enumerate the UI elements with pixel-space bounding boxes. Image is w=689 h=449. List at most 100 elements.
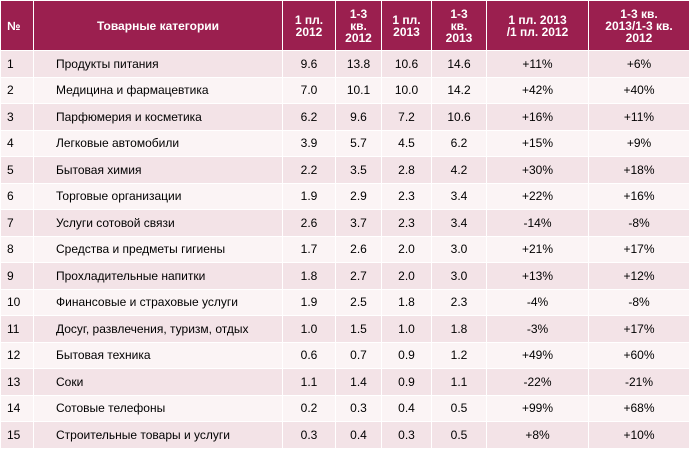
change-h1: +30% bbox=[487, 157, 589, 184]
value-q13-2013: 14.6 bbox=[432, 51, 487, 78]
change-q13: -21% bbox=[589, 369, 689, 396]
value-h1-2013: 0.3 bbox=[382, 422, 432, 449]
change-h1: -14% bbox=[487, 210, 589, 237]
value-h1-2013: 2.3 bbox=[382, 210, 432, 237]
table-row: 13 Соки 1.1 1.4 0.9 1.1 -22% -21% bbox=[1, 369, 689, 396]
change-h1: +21% bbox=[487, 236, 589, 263]
category-name: Медицина и фармацевтика bbox=[34, 77, 283, 104]
header-h1-2013-label: 1 пл. 2013 bbox=[392, 13, 420, 39]
value-q13-2013: 3.0 bbox=[432, 236, 487, 263]
value-h1-2013: 0.4 bbox=[382, 395, 432, 422]
value-h1-2013: 4.5 bbox=[382, 130, 432, 157]
table-row: 2 Медицина и фармацевтика 7.0 10.1 10.0 … bbox=[1, 77, 689, 104]
change-h1: +99% bbox=[487, 395, 589, 422]
row-number: 6 bbox=[1, 183, 34, 210]
table-row: 5 Бытовая химия 2.2 3.5 2.8 4.2 +30% +18… bbox=[1, 157, 689, 184]
table-row: 4 Легковые автомобили 3.9 5.7 4.5 6.2 +1… bbox=[1, 130, 689, 157]
change-q13: +10% bbox=[589, 422, 689, 449]
header-category: Товарные категории bbox=[34, 1, 283, 51]
row-number: 15 bbox=[1, 422, 34, 449]
table-row: 15 Строительные товары и услуги 0.3 0.4 … bbox=[1, 422, 689, 449]
header-q13-2013: 1-3 кв. 2013 bbox=[432, 1, 487, 51]
value-q13-2012: 1.5 bbox=[336, 316, 382, 343]
value-q13-2012: 3.7 bbox=[336, 210, 382, 237]
value-q13-2013: 1.2 bbox=[432, 342, 487, 369]
category-name: Бытовая техника bbox=[34, 342, 283, 369]
value-q13-2013: 3.4 bbox=[432, 183, 487, 210]
header-change-q13: 1-3 кв. 2013/1-3 кв. 2012 bbox=[589, 1, 689, 51]
header-category-label: Товарные категории bbox=[97, 19, 219, 33]
table-row: 10 Финансовые и страховые услуги 1.9 2.5… bbox=[1, 289, 689, 316]
category-name: Легковые автомобили bbox=[34, 130, 283, 157]
value-q13-2012: 10.1 bbox=[336, 77, 382, 104]
change-q13: +11% bbox=[589, 104, 689, 131]
category-name: Бытовая химия bbox=[34, 157, 283, 184]
table-body: 1 Продукты питания 9.6 13.8 10.6 14.6 +1… bbox=[1, 51, 689, 449]
value-q13-2012: 0.4 bbox=[336, 422, 382, 449]
table-row: 12 Бытовая техника 0.6 0.7 0.9 1.2 +49% … bbox=[1, 342, 689, 369]
row-number: 2 bbox=[1, 77, 34, 104]
value-h1-2013: 1.0 bbox=[382, 316, 432, 343]
value-q13-2012: 2.6 bbox=[336, 236, 382, 263]
value-h1-2012: 2.6 bbox=[283, 210, 336, 237]
value-h1-2012: 6.2 bbox=[283, 104, 336, 131]
value-q13-2013: 14.2 bbox=[432, 77, 487, 104]
value-q13-2013: 1.8 bbox=[432, 316, 487, 343]
value-q13-2012: 3.5 bbox=[336, 157, 382, 184]
change-h1: +16% bbox=[487, 104, 589, 131]
row-number: 11 bbox=[1, 316, 34, 343]
change-q13: -8% bbox=[589, 210, 689, 237]
change-h1: +49% bbox=[487, 342, 589, 369]
table-row: 3 Парфюмерия и косметика 6.2 9.6 7.2 10.… bbox=[1, 104, 689, 131]
value-q13-2013: 10.6 bbox=[432, 104, 487, 131]
table-row: 8 Средства и предметы гигиены 1.7 2.6 2.… bbox=[1, 236, 689, 263]
value-h1-2013: 10.0 bbox=[382, 77, 432, 104]
row-number: 13 bbox=[1, 369, 34, 396]
value-h1-2013: 2.3 bbox=[382, 183, 432, 210]
row-number: 3 bbox=[1, 104, 34, 131]
value-q13-2013: 3.0 bbox=[432, 263, 487, 290]
change-q13: +17% bbox=[589, 236, 689, 263]
value-h1-2013: 0.9 bbox=[382, 342, 432, 369]
value-h1-2012: 1.9 bbox=[283, 183, 336, 210]
value-q13-2013: 0.5 bbox=[432, 422, 487, 449]
value-q13-2012: 0.7 bbox=[336, 342, 382, 369]
change-q13: +60% bbox=[589, 342, 689, 369]
category-name: Продукты питания bbox=[34, 51, 283, 78]
header-q13-2012: 1-3 кв. 2012 bbox=[336, 1, 382, 51]
value-h1-2013: 10.6 bbox=[382, 51, 432, 78]
value-h1-2013: 7.2 bbox=[382, 104, 432, 131]
category-name: Парфюмерия и косметика bbox=[34, 104, 283, 131]
row-number: 12 bbox=[1, 342, 34, 369]
value-h1-2012: 7.0 bbox=[283, 77, 336, 104]
change-h1: +8% bbox=[487, 422, 589, 449]
table-row: 7 Услуги сотовой связи 2.6 3.7 2.3 3.4 -… bbox=[1, 210, 689, 237]
value-h1-2012: 9.6 bbox=[283, 51, 336, 78]
value-h1-2013: 2.0 bbox=[382, 263, 432, 290]
change-q13: +12% bbox=[589, 263, 689, 290]
value-h1-2013: 0.9 bbox=[382, 369, 432, 396]
change-q13: +68% bbox=[589, 395, 689, 422]
value-q13-2013: 6.2 bbox=[432, 130, 487, 157]
category-name: Сотовые телефоны bbox=[34, 395, 283, 422]
header-number-label: № bbox=[7, 19, 20, 33]
change-q13: +17% bbox=[589, 316, 689, 343]
header-number: № bbox=[1, 1, 34, 51]
category-name: Прохладительные напитки bbox=[34, 263, 283, 290]
value-h1-2013: 2.0 bbox=[382, 236, 432, 263]
value-q13-2013: 3.4 bbox=[432, 210, 487, 237]
row-number: 1 bbox=[1, 51, 34, 78]
value-h1-2012: 3.9 bbox=[283, 130, 336, 157]
change-h1: -4% bbox=[487, 289, 589, 316]
value-q13-2012: 2.7 bbox=[336, 263, 382, 290]
value-h1-2013: 1.8 bbox=[382, 289, 432, 316]
category-name: Услуги сотовой связи bbox=[34, 210, 283, 237]
change-q13: +40% bbox=[589, 77, 689, 104]
value-q13-2012: 0.3 bbox=[336, 395, 382, 422]
value-h1-2012: 1.7 bbox=[283, 236, 336, 263]
value-q13-2012: 9.6 bbox=[336, 104, 382, 131]
table-header: № Товарные категории 1 пл. 2012 1-3 кв. … bbox=[1, 1, 689, 51]
change-q13: +9% bbox=[589, 130, 689, 157]
value-q13-2012: 2.5 bbox=[336, 289, 382, 316]
